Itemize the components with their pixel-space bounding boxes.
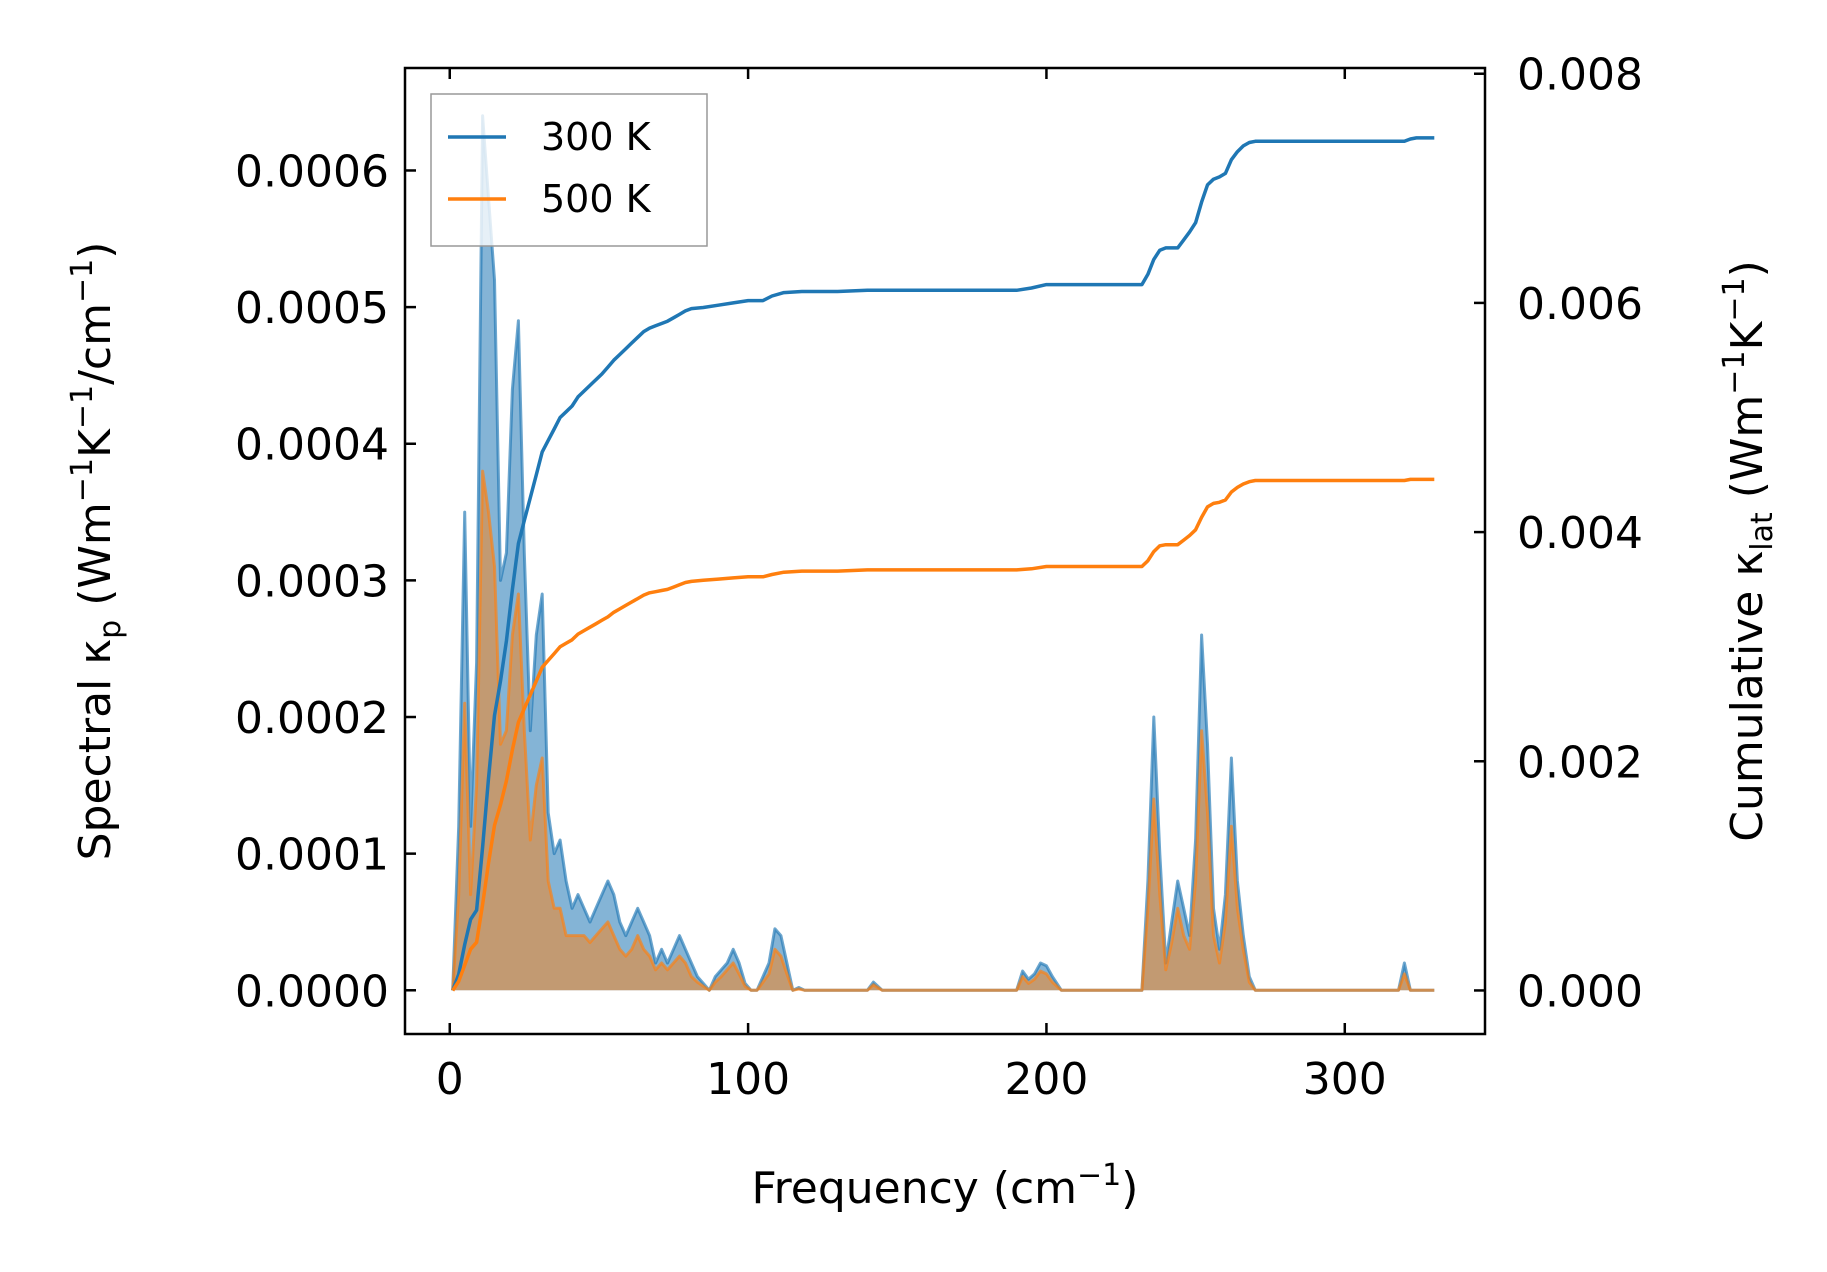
spectral-line-300k bbox=[451, 114, 1435, 992]
legend-label-300k: 300 K bbox=[541, 115, 652, 159]
legend: 300 K 500 K bbox=[430, 93, 708, 247]
x-tick-label: 100 bbox=[706, 1054, 790, 1105]
spectral-line-500k bbox=[451, 469, 1435, 992]
y-left-tick-label: 0.0000 bbox=[235, 966, 389, 1017]
y-right-tick-label: 0.002 bbox=[1517, 737, 1643, 788]
x-axis-title: Frequency (cm−1) bbox=[752, 1158, 1139, 1214]
y-left-tick-label: 0.0002 bbox=[235, 693, 389, 744]
legend-box bbox=[430, 93, 708, 247]
y-right-tick-label: 0.004 bbox=[1517, 508, 1643, 559]
y-right-tick-label: 0.008 bbox=[1517, 50, 1643, 101]
y-right-tick-label: 0.006 bbox=[1517, 279, 1643, 330]
spectral-fill-500k bbox=[452, 471, 1435, 991]
y-left-tick-label: 0.0005 bbox=[235, 283, 389, 334]
x-tick-label: 0 bbox=[436, 1054, 464, 1105]
y-left-tick-label: 0.0003 bbox=[235, 556, 389, 607]
cumulative-line-300k bbox=[451, 136, 1435, 992]
series-lines bbox=[451, 136, 1435, 992]
y-left-tick-label: 0.0004 bbox=[235, 420, 389, 471]
plot-frame bbox=[403, 66, 1487, 1036]
axis-ticks: 0 100 200 300 0.0000 0.0001 0.0002 0.0003 0.0004… bbox=[235, 50, 1643, 1105]
y-right-tick-label: 0.000 bbox=[1517, 966, 1643, 1017]
y-axis-right-title: Cumulative κlat (Wm−1K−1) bbox=[1717, 260, 1780, 842]
legend-label-500k: 500 K bbox=[541, 177, 652, 221]
cumulative-line-500k bbox=[451, 477, 1435, 992]
spectral-fills bbox=[451, 114, 1435, 992]
y-left-tick-label: 0.0006 bbox=[235, 146, 389, 197]
x-tick-label: 200 bbox=[1004, 1054, 1088, 1105]
y-left-tick-label: 0.0001 bbox=[235, 830, 389, 881]
y-axis-left-title: Spectral κp (Wm−1K−1/cm−1) bbox=[65, 242, 128, 861]
x-tick-label: 300 bbox=[1303, 1054, 1387, 1105]
spectral-fill-300k bbox=[452, 115, 1435, 991]
